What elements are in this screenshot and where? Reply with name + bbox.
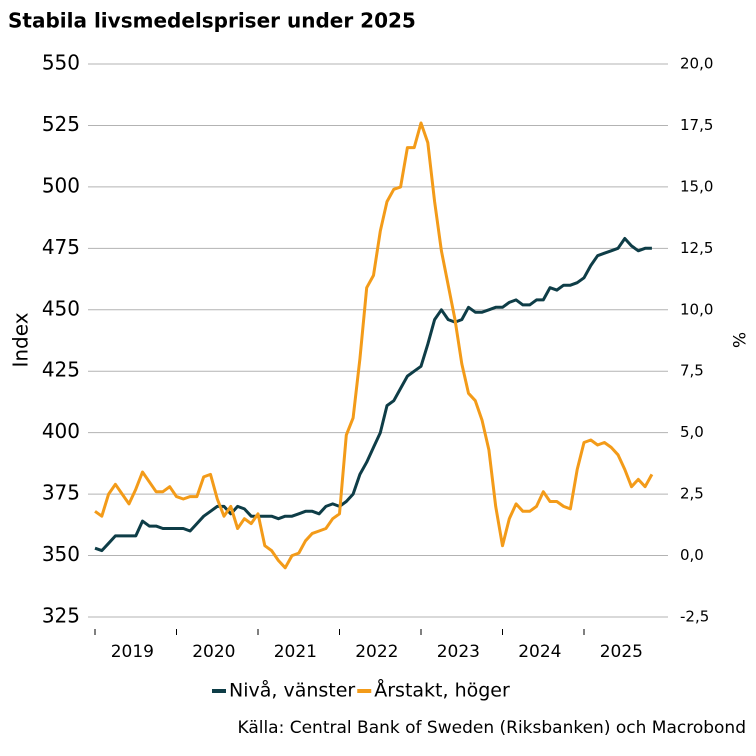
y-tick-label: 425: [42, 358, 80, 382]
y2-axis-label: %: [728, 332, 748, 348]
y-tick-label: 475: [42, 235, 80, 259]
x-tick-label: 2021: [274, 642, 317, 662]
y2-tick-label: 20,0: [680, 55, 713, 73]
y-tick-label: 400: [42, 419, 80, 443]
y-tick-label: 350: [42, 542, 80, 566]
x-tick-label: 2020: [192, 642, 235, 662]
x-tick-label: 2025: [600, 642, 643, 662]
x-tick-label: 2023: [437, 642, 480, 662]
x-tick-label: 2022: [355, 642, 398, 662]
chart-title: Stabila livsmedelspriser under 2025: [8, 9, 416, 33]
y2-tick-label: -2,5: [680, 608, 709, 626]
y2-tick-label: 15,0: [680, 177, 713, 195]
y-axis-label: Index: [9, 312, 33, 367]
y-tick-label: 325: [42, 604, 80, 628]
legend-label: Nivå, vänster: [229, 679, 355, 702]
y2-tick-label: 17,5: [680, 116, 713, 134]
y2-tick-label: 7,5: [680, 362, 704, 380]
source: Källa: Central Bank of Sweden (Riksbanke…: [237, 718, 746, 738]
y2-tick-label: 5,0: [680, 423, 704, 441]
y-tick-label: 500: [42, 173, 80, 197]
line-series: [94, 121, 654, 570]
line-series: [94, 237, 652, 553]
y-tick-label: 450: [42, 296, 80, 320]
y2-tick-label: 0,0: [680, 546, 704, 564]
y-tick-label: 525: [42, 112, 80, 136]
legend-label: Årstakt, höger: [374, 679, 510, 702]
x-tick-label: 2024: [518, 642, 561, 662]
x-tick-label: 2019: [111, 642, 154, 662]
y2-tick-label: 10,0: [680, 300, 713, 318]
y-tick-label: 550: [42, 51, 80, 75]
y2-tick-label: 12,5: [680, 239, 713, 257]
y-tick-label: 375: [42, 481, 80, 505]
y2-tick-label: 2,5: [680, 485, 704, 503]
